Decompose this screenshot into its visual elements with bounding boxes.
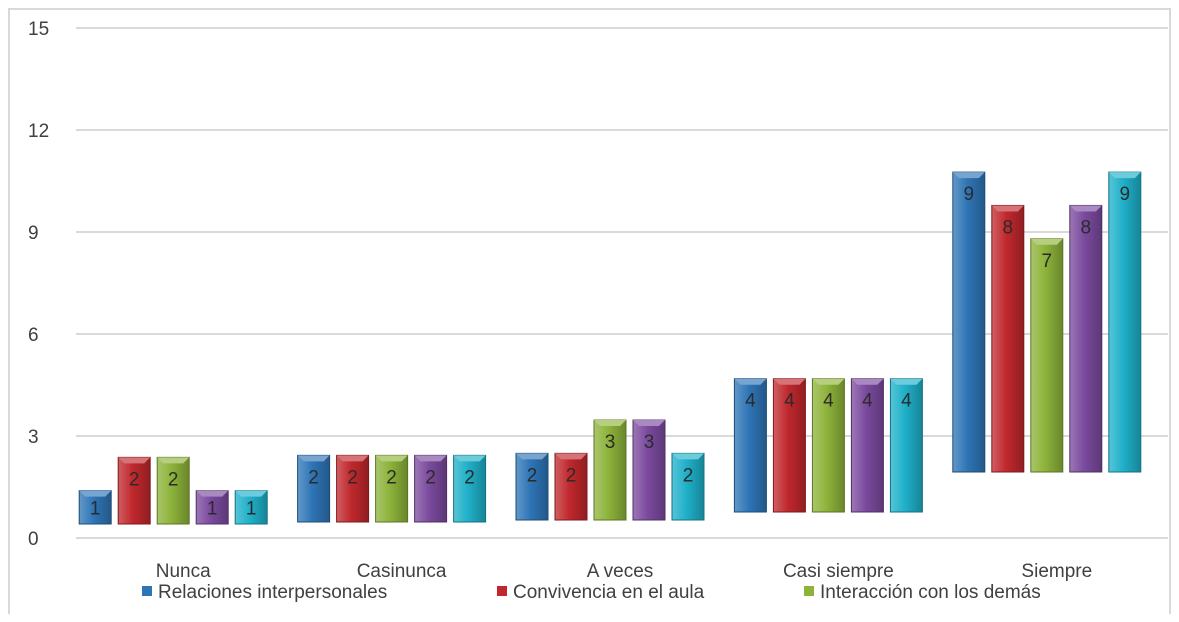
- data-label: 9: [1120, 184, 1131, 205]
- bar: [850, 378, 884, 513]
- bar: [453, 454, 487, 523]
- bar-cap: [453, 455, 486, 462]
- bar: [297, 454, 331, 523]
- bar-cap: [79, 490, 112, 497]
- bar-cap: [991, 205, 1024, 212]
- bar: [414, 454, 448, 523]
- data-label: 1: [246, 498, 257, 519]
- y-axis-ticks: 0 3 6 9 12 15: [28, 19, 49, 550]
- data-label: 2: [683, 465, 694, 486]
- data-label: 3: [605, 432, 616, 453]
- x-tick-label: Nunca: [156, 561, 211, 582]
- bar: [991, 204, 1025, 473]
- x-axis-ticks: Nunca Casinunca A veces Casi siempre Siempre: [156, 561, 1092, 582]
- bar: [117, 456, 151, 525]
- data-label: 7: [1042, 251, 1053, 272]
- y-tick-label: 6: [28, 325, 39, 346]
- bar-cap: [890, 378, 923, 385]
- data-label: 2: [347, 467, 358, 488]
- bar-cap: [235, 490, 268, 497]
- x-tick-label: Casinunca: [357, 561, 447, 582]
- legend-label: Relaciones interpersonales: [158, 582, 388, 603]
- y-tick-label: 0: [28, 529, 39, 550]
- bar-cap: [196, 490, 229, 497]
- bar: [811, 378, 845, 513]
- bar: [889, 378, 923, 513]
- data-label: 4: [823, 391, 834, 412]
- bar: [1030, 238, 1064, 473]
- legend-item-convivencia: Convivencia en el aula: [497, 582, 704, 604]
- bar-cap: [414, 455, 447, 462]
- bar: [671, 452, 705, 521]
- legend-swatch-icon: [142, 586, 152, 596]
- data-label: 9: [964, 184, 975, 205]
- legend-swatch-icon: [804, 586, 814, 596]
- bar: [1108, 171, 1142, 473]
- data-label: 3: [644, 432, 655, 453]
- bar: [632, 419, 666, 521]
- bar-cap: [672, 453, 704, 460]
- y-tick-label: 12: [28, 121, 49, 142]
- bar-cap: [773, 378, 806, 385]
- bar-cap: [297, 455, 330, 462]
- legend: Relaciones interpersonales Convivencia e…: [0, 582, 1179, 608]
- y-tick-label: 9: [28, 223, 39, 244]
- bar-cap: [812, 378, 845, 385]
- data-label: 2: [168, 469, 179, 490]
- legend-label: Convivencia en el aula: [513, 582, 705, 603]
- bar-cap: [375, 455, 408, 462]
- bar: [554, 452, 588, 521]
- data-label: 4: [745, 391, 756, 412]
- x-tick-label: Siempre: [1021, 561, 1092, 582]
- bar: [156, 456, 190, 525]
- bar: [515, 452, 549, 521]
- bar-cap: [734, 378, 767, 385]
- bar: [336, 454, 370, 523]
- bar-cap: [516, 453, 548, 460]
- data-label: 2: [129, 469, 140, 490]
- data-label: 1: [207, 498, 218, 519]
- bar: [772, 378, 806, 513]
- y-tick-label: 3: [28, 427, 39, 448]
- bar-cap: [555, 453, 587, 460]
- bar-cap: [1030, 238, 1063, 245]
- bar-cap: [633, 420, 665, 427]
- data-label: 2: [308, 467, 319, 488]
- bar: [375, 454, 409, 523]
- bar: [952, 171, 986, 473]
- chart-frame: [8, 8, 1171, 614]
- data-label: 8: [1081, 217, 1092, 238]
- y-tick-label: 15: [28, 19, 49, 40]
- data-label: 2: [566, 465, 577, 486]
- bar-cap: [118, 457, 151, 464]
- data-label: 1: [90, 498, 101, 519]
- bar-cap: [336, 455, 369, 462]
- legend-swatch-icon: [497, 586, 507, 596]
- legend-item-relaciones: Relaciones interpersonales: [142, 582, 387, 604]
- data-label: 4: [901, 391, 912, 412]
- bar-cap: [851, 378, 884, 385]
- bar-cap: [157, 457, 190, 464]
- data-label: 8: [1003, 217, 1014, 238]
- data-label: 4: [862, 391, 873, 412]
- data-label: 4: [784, 391, 795, 412]
- bar-cap: [594, 420, 626, 427]
- x-tick-label: A veces: [587, 561, 654, 582]
- data-label: 2: [386, 467, 397, 488]
- bar-cap: [952, 172, 985, 179]
- bars: [78, 171, 1142, 525]
- legend-item-interaccion: Interacción con los demás: [804, 582, 1041, 604]
- bar-cap: [1069, 205, 1102, 212]
- data-label: 2: [464, 467, 475, 488]
- bar: [593, 419, 627, 521]
- data-labels: 1 2 2 1 1 2 2 2 2 2 2 2 3 3 2 4 4 4 4 4 9 8 7 8 9: [90, 184, 1130, 519]
- x-tick-label: Casi siempre: [783, 561, 894, 582]
- data-label: 2: [425, 467, 436, 488]
- bar-cap: [1108, 172, 1141, 179]
- bar: [1069, 204, 1103, 473]
- data-label: 2: [527, 465, 538, 486]
- legend-label: Interacción con los demás: [820, 582, 1041, 603]
